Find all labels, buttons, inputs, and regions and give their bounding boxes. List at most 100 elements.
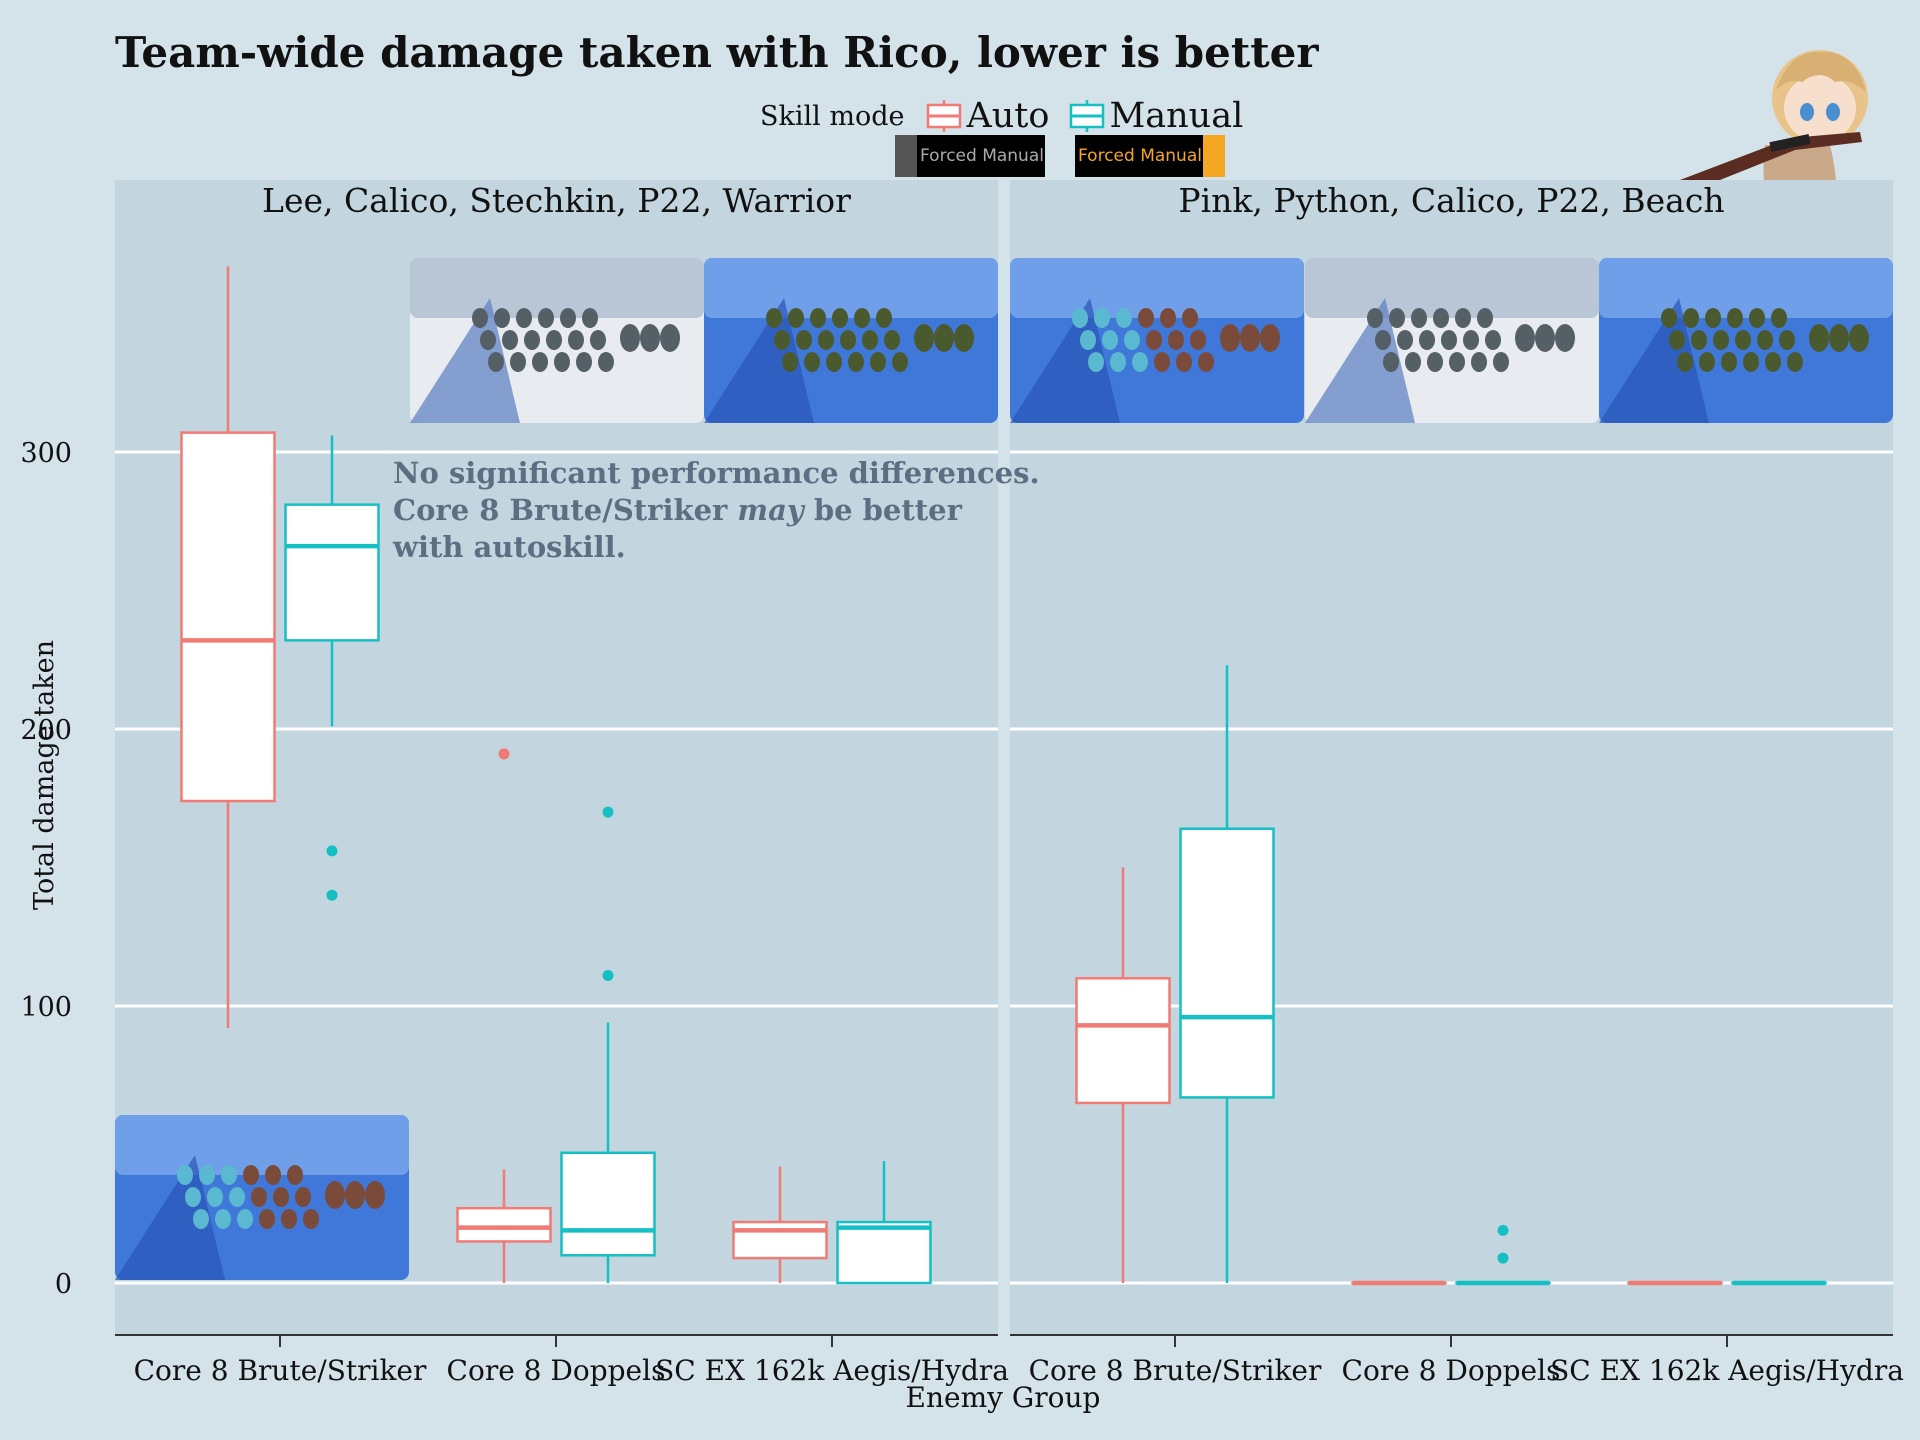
thumbnail-unit (524, 330, 540, 350)
thumbnail-unit (1455, 308, 1471, 328)
box-1-1-manual (284, 435, 380, 901)
thumbnail-unit (1463, 330, 1479, 350)
thumbnail-unit (251, 1187, 267, 1207)
thumbnail-sky (115, 1115, 409, 1175)
x-tick-label-1-2: Core 8 Doppels (447, 1354, 666, 1387)
box-iqr (456, 1206, 552, 1243)
box-2-1-manual (1179, 665, 1275, 1283)
thumbnail-unit (1471, 352, 1487, 372)
thumbnail-unit (1405, 352, 1421, 372)
thumbnail-unit (494, 308, 510, 328)
y-tick-label-300: 300 (20, 438, 72, 469)
thumbnail-unit (510, 352, 526, 372)
thumbnail-unit (365, 1181, 385, 1209)
box-1-2-manual (560, 806, 656, 1283)
thumbnail-unit (1705, 308, 1721, 328)
facet-label-1: Lee, Calico, Stechkin, P22, Warrior (262, 181, 851, 220)
thumbnail-unit (1721, 352, 1737, 372)
thumbnail-unit (934, 324, 954, 352)
thumbnail-unit (1419, 330, 1435, 350)
thumbnail-unit (1691, 330, 1707, 350)
enemy-thumbnail-2 (704, 258, 998, 423)
thumbnail-unit (488, 352, 504, 372)
box-2-2-manual (1455, 1224, 1551, 1286)
thumbnail-sky (704, 258, 998, 318)
thumbnail-unit (1849, 324, 1869, 352)
x-tick-label-1-1: Core 8 Brute/Striker (134, 1354, 427, 1387)
box-iqr (284, 503, 380, 642)
thumbnail-unit (177, 1165, 193, 1185)
box-2-1-auto (1075, 867, 1171, 1283)
legend-item-manual: Manual (1065, 96, 1243, 136)
thumbnail-unit (265, 1165, 281, 1185)
thumbnail-unit (804, 352, 820, 372)
box-iqr (180, 431, 276, 803)
box-iqr (1179, 827, 1275, 1099)
x-axis-label: Enemy Group (906, 1381, 1101, 1414)
thumbnail-unit (1735, 330, 1751, 350)
x-tick-label-2-2: Core 8 Doppels (1342, 1354, 1561, 1387)
thumbnail-unit (1757, 330, 1773, 350)
outlier-point (602, 970, 614, 982)
thumbnail-unit (954, 324, 974, 352)
thumbnail-unit (1154, 352, 1170, 372)
thumbnail-unit (1477, 308, 1493, 328)
thumbnail-unit (1749, 308, 1765, 328)
thumbnail-unit (185, 1187, 201, 1207)
chart-title: Team-wide damage taken with Rico, lower … (115, 28, 1319, 77)
outlier-point (602, 806, 614, 818)
enemy-thumbnail-6 (115, 1115, 409, 1280)
thumbnail-unit (273, 1187, 289, 1207)
thumbnail-unit (818, 330, 834, 350)
enemy-thumbnail-5 (1599, 258, 1893, 423)
thumbnail-sky (1305, 258, 1599, 318)
thumbnail-unit (884, 330, 900, 350)
thumbnail-unit (1176, 352, 1192, 372)
enemy-thumbnail-3 (1010, 258, 1304, 423)
thumbnail-unit (1683, 308, 1699, 328)
thumbnail-unit (1433, 308, 1449, 328)
thumbnail-unit (1198, 352, 1214, 372)
thumbnail-unit (546, 330, 562, 350)
annotation-line-3: with autoskill. (392, 530, 626, 564)
thumbnail-unit (345, 1181, 365, 1209)
thumbnail-unit (1240, 324, 1260, 352)
thumbnail-unit (1787, 352, 1803, 372)
thumbnail-unit (1160, 308, 1176, 328)
thumbnail-unit (576, 352, 592, 372)
thumbnail-unit (1669, 330, 1685, 350)
thumbnail-unit (1367, 308, 1383, 328)
thumbnail-unit (1383, 352, 1399, 372)
thumbnail-unit (1072, 308, 1088, 328)
thumbnail-unit (914, 324, 934, 352)
annotation-line-2-post: be better (804, 493, 963, 527)
box-1-3-auto (732, 1166, 828, 1283)
thumbnail-unit (598, 352, 614, 372)
thumbnail-unit (516, 308, 532, 328)
thumbnail-unit (876, 308, 892, 328)
thumbnail-unit (1427, 352, 1443, 372)
box-1-2-auto (456, 748, 552, 1283)
thumbnail-unit (568, 330, 584, 350)
thumbnail-unit (1168, 330, 1184, 350)
outlier-point (1497, 1224, 1509, 1236)
thumbnail-unit (554, 352, 570, 372)
thumbnail-unit (1677, 352, 1693, 372)
y-tick-label-100: 100 (20, 992, 72, 1023)
thumbnail-unit (1829, 324, 1849, 352)
thumbnail-unit (1449, 352, 1465, 372)
thumbnail-unit (1713, 330, 1729, 350)
thumbnail-unit (870, 352, 886, 372)
thumbnail-shade (115, 1155, 225, 1280)
thumbnail-unit (1779, 330, 1795, 350)
thumbnail-unit (810, 308, 826, 328)
thumbnail-unit (303, 1209, 319, 1229)
thumbnail-shade (704, 298, 814, 423)
thumbnail-unit (660, 324, 680, 352)
thumbnail-unit (472, 308, 488, 328)
thumbnail-unit (840, 330, 856, 350)
thumbnail-unit (1765, 352, 1781, 372)
y-tick-label-0: 0 (55, 1269, 72, 1300)
box-iqr (560, 1151, 656, 1257)
enemy-thumbnail-4 (1305, 258, 1599, 423)
